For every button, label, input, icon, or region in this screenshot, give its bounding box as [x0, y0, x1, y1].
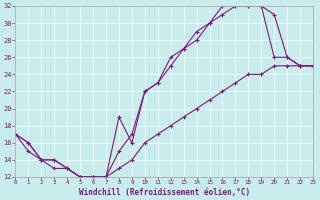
X-axis label: Windchill (Refroidissement éolien,°C): Windchill (Refroidissement éolien,°C): [79, 188, 250, 197]
